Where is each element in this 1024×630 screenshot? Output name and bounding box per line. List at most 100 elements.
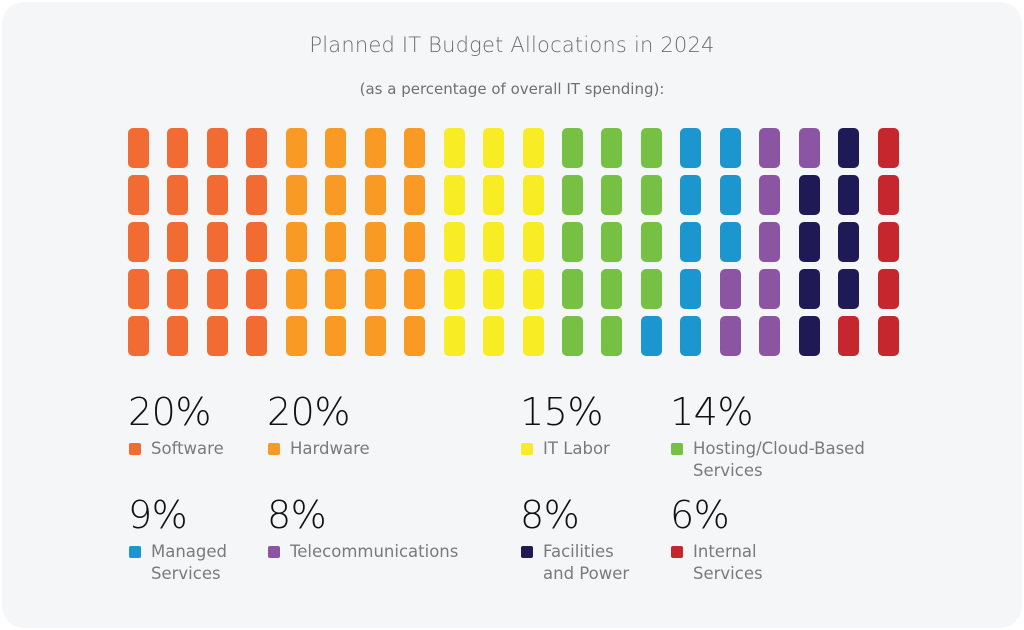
legend-item-software: 20% Software (128, 392, 368, 460)
waffle-cell (759, 222, 781, 262)
waffle-cell (167, 222, 189, 262)
waffle-cell (483, 316, 505, 356)
waffle-cell (798, 222, 820, 262)
waffle-cell (838, 222, 860, 262)
waffle-cell (877, 222, 899, 262)
waffle-cell (838, 269, 860, 309)
waffle-cell (285, 269, 307, 309)
waffle-cell (364, 269, 386, 309)
waffle-cell (206, 269, 228, 309)
waffle-cell (719, 128, 741, 168)
waffle-cell (640, 175, 662, 215)
waffle-cell (128, 175, 149, 215)
waffle-cell (325, 269, 347, 309)
legend-swatch (268, 443, 280, 455)
legend-label: Facilities and Power (543, 542, 630, 583)
waffle-cell (206, 222, 228, 262)
waffle-cell (404, 269, 426, 309)
waffle-cell (798, 175, 820, 215)
legend-label: Internal Services (693, 542, 763, 583)
legend-swatch (671, 546, 683, 558)
waffle-cell (246, 269, 268, 309)
waffle-cell (601, 222, 623, 262)
waffle-cell (680, 316, 702, 356)
waffle-cell (404, 316, 426, 356)
waffle-cell (443, 269, 465, 309)
legend-value: 14% (670, 390, 753, 434)
legend-swatch (521, 443, 533, 455)
waffle-cell (759, 316, 781, 356)
waffle-cell (167, 175, 189, 215)
waffle-cell (601, 316, 623, 356)
legend-label: Hardware (290, 439, 370, 458)
waffle-cell (443, 316, 465, 356)
waffle-cell (640, 269, 662, 309)
waffle-cell (759, 269, 781, 309)
waffle-cell (246, 316, 268, 356)
waffle-cell (285, 222, 307, 262)
chart-subtitle: (as a percentage of overall IT spending)… (359, 80, 665, 98)
waffle-cell (206, 175, 228, 215)
waffle-cell (206, 128, 228, 168)
waffle-cell (167, 128, 189, 168)
legend-label: IT Labor (543, 439, 610, 458)
waffle-cell (128, 269, 149, 309)
waffle-cell (325, 316, 347, 356)
legend-item-hosting: 14% Hosting/Cloud-Based Services (670, 392, 910, 482)
waffle-cell (798, 316, 820, 356)
waffle-cell (601, 128, 623, 168)
waffle-cell (325, 128, 347, 168)
waffle-cell (364, 128, 386, 168)
waffle-cell (364, 316, 386, 356)
waffle-cell (325, 222, 347, 262)
waffle-cell (640, 222, 662, 262)
waffle-cell (877, 175, 899, 215)
waffle-cell (561, 128, 583, 168)
waffle-cell (522, 316, 544, 356)
waffle-cell (877, 316, 899, 356)
waffle-cell (798, 128, 820, 168)
waffle-cell (680, 269, 702, 309)
waffle-cell (680, 222, 702, 262)
waffle-cell (798, 269, 820, 309)
waffle-cell (877, 269, 899, 309)
waffle-cell (522, 269, 544, 309)
legend-item-telecommunications: 8% Telecommunications (267, 495, 507, 563)
waffle-cell (561, 175, 583, 215)
waffle-cell (561, 269, 583, 309)
waffle-cell (719, 222, 741, 262)
legend-value: 15% (520, 390, 603, 434)
legend-swatch (671, 443, 683, 455)
legend-item-hardware: 20% Hardware (267, 392, 507, 460)
waffle-cell (443, 222, 465, 262)
waffle-cell (285, 128, 307, 168)
waffle-cell (877, 128, 899, 168)
waffle-cell (759, 128, 781, 168)
legend-swatch (129, 546, 141, 558)
legend-label: Managed Services (151, 542, 228, 583)
legend-item-it-labor: 15% IT Labor (520, 392, 760, 460)
waffle-cell (601, 269, 623, 309)
waffle-cell (719, 175, 741, 215)
waffle-cell (561, 316, 583, 356)
legend-item-internal-services: 6% Internal Services (670, 495, 910, 585)
waffle-cell (719, 269, 741, 309)
waffle-cell (167, 316, 189, 356)
legend-value: 8% (267, 493, 327, 537)
legend-value: 9% (128, 493, 188, 537)
waffle-cell (325, 175, 347, 215)
waffle-cell (522, 222, 544, 262)
legend-swatch (129, 443, 141, 455)
waffle-cell (640, 316, 662, 356)
legend-label: Telecommunications (290, 542, 459, 561)
waffle-cell (561, 222, 583, 262)
legend-value: 6% (670, 493, 730, 537)
waffle-cell (246, 222, 268, 262)
waffle-cell (483, 175, 505, 215)
waffle-cell (364, 222, 386, 262)
waffle-cell (128, 316, 149, 356)
waffle-cell (838, 128, 860, 168)
waffle-cell (404, 128, 426, 168)
waffle-cell (483, 269, 505, 309)
